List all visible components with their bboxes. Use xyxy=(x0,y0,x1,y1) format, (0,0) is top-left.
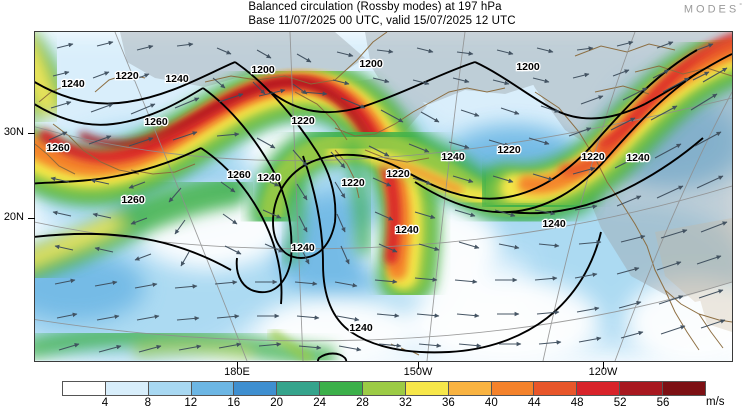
colorbar-swatch xyxy=(663,382,705,395)
map-plot-area: 1240 1220 1240 1260 1200 1220 1260 1260 1260 1240… xyxy=(34,31,733,362)
contour-label: 1200 xyxy=(359,58,383,70)
colorbar-tick: 12 xyxy=(184,397,198,409)
colorbar-tick: 32 xyxy=(399,397,412,409)
contour-label: 1240 xyxy=(61,78,85,90)
colorbar-swatch xyxy=(448,382,492,395)
contour-label: 1240 xyxy=(542,218,566,230)
contour-label: 1200 xyxy=(516,61,540,73)
lon-tick-120w xyxy=(603,362,604,369)
lat-tick-20n xyxy=(28,218,35,219)
colorbar-tick: 56 xyxy=(656,397,670,409)
lon-tick-150w xyxy=(418,362,419,369)
colorbar-tick: 36 xyxy=(441,397,455,409)
lon-tick-180e xyxy=(237,362,238,369)
lon-label-180e: 180E xyxy=(224,366,250,378)
modes-logo-text: MODES xyxy=(683,3,740,16)
colorbar-units-label: m/s xyxy=(706,396,725,408)
colorbar-tick: 24 xyxy=(313,397,326,409)
colorbar-tick: 44 xyxy=(527,397,541,409)
colorbar-swatch xyxy=(363,382,406,395)
colorbar-swatch xyxy=(277,382,321,395)
lat-label-20n: 20N xyxy=(3,211,24,223)
colorbar-swatch xyxy=(491,382,535,395)
colorbar-tick: 40 xyxy=(484,397,498,409)
contour-label: 1260 xyxy=(46,142,70,154)
contour-label: 1240 xyxy=(395,224,419,236)
colorbar-swatch xyxy=(234,382,278,395)
colorbar-swatch xyxy=(148,382,192,395)
modes-logo-mark: ° xyxy=(739,3,742,10)
colorbar-tick: 52 xyxy=(613,397,627,409)
chart-title-block: Balanced circulation (Rossby modes) at 1… xyxy=(0,0,750,28)
colorbar-swatch xyxy=(534,382,578,395)
modes-logo: MODES° xyxy=(684,3,742,16)
contour-label: 1220 xyxy=(581,151,605,163)
contour-label: 1240 xyxy=(626,152,650,164)
colorbar-tick: 20 xyxy=(270,397,284,409)
colorbar-tick: 16 xyxy=(227,397,241,409)
lat-tick-30n xyxy=(28,133,35,134)
contour-label: 1240 xyxy=(165,73,189,85)
contour-label: 1220 xyxy=(341,177,365,189)
contour-label: 1220 xyxy=(386,168,410,180)
colorbar-swatch xyxy=(105,382,149,395)
contour-label: 1260 xyxy=(144,116,168,128)
lon-label-120w: 120W xyxy=(588,366,618,378)
lat-label-30n: 30N xyxy=(3,126,24,138)
colorbar-swatch xyxy=(405,382,449,395)
contour-label: 1260 xyxy=(227,169,251,181)
contour-label: 1200 xyxy=(251,64,275,76)
colorbar-tick-labels: 4 8 12 16 20 24 28 32 36 40 44 48 52 56 xyxy=(0,397,750,409)
colorbar-tick: 8 xyxy=(144,397,152,409)
wind-speed-map: 1240 1220 1240 1260 1200 1220 1260 1260 1260 1240… xyxy=(35,32,732,361)
contour-label: 1220 xyxy=(115,70,139,82)
chart-subtitle: Base 11/07/2025 00 UTC, valid 15/07/2025… xyxy=(248,15,516,27)
colorbar-swatch xyxy=(320,382,364,395)
contour-label: 1220 xyxy=(497,144,521,156)
colorbar-swatch xyxy=(63,382,106,395)
lon-label-150w: 150W xyxy=(403,366,433,378)
colorbar-tick: 28 xyxy=(356,397,369,409)
contour-label: 1240 xyxy=(441,151,465,163)
colorbar-swatch xyxy=(191,382,235,395)
contour-label: 1260 xyxy=(121,194,145,206)
colorbar-tick: 4 xyxy=(101,397,109,409)
page-title: Balanced circulation (Rossby modes) at 1… xyxy=(248,1,502,13)
contour-label: 1240 xyxy=(349,322,373,334)
contour-label: 1240 xyxy=(291,242,315,254)
contour-label: 1220 xyxy=(291,115,315,127)
contour-label: 1240 xyxy=(257,172,281,184)
colorbar-swatch xyxy=(620,382,664,395)
colorbar xyxy=(62,381,706,396)
colorbar-swatch xyxy=(577,382,621,395)
colorbar-tick: 48 xyxy=(570,397,584,409)
